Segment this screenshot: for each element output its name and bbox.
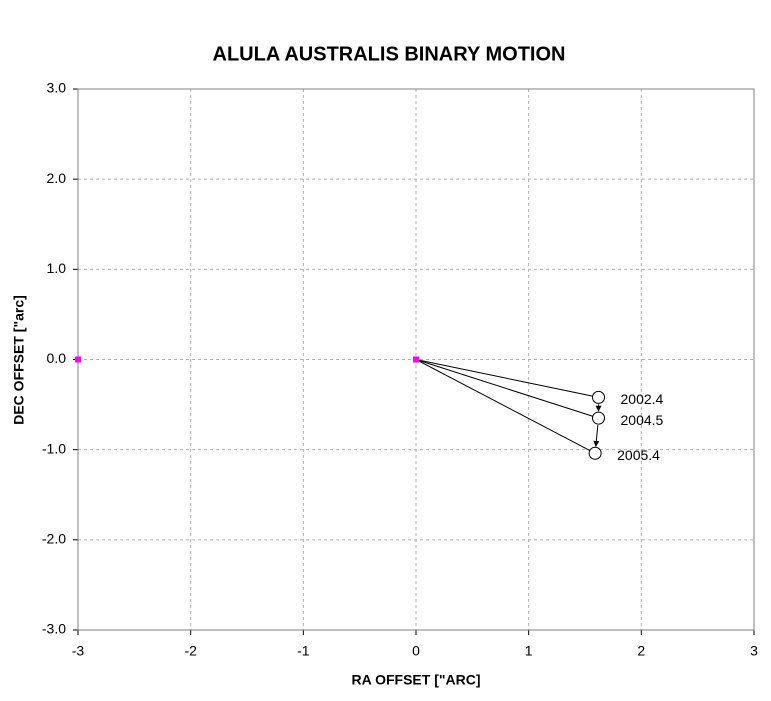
x-tick-label: -2	[184, 643, 197, 659]
y-tick-label: 1.0	[47, 260, 67, 276]
data-label: 2004.5	[621, 412, 664, 428]
data-label: 2002.4	[621, 391, 664, 407]
y-axis-label: DEC OFFSET ["arc]	[11, 295, 27, 425]
y-tick-label: -2.0	[42, 531, 66, 547]
x-axis-label: RA OFFSET ["ARC]	[352, 672, 481, 688]
x-tick-label: 2	[637, 643, 645, 659]
x-tick-label: 1	[525, 643, 533, 659]
y-tick-label: -3.0	[42, 621, 66, 637]
chart-title: ALULA AUSTRALIS BINARY MOTION	[213, 43, 566, 65]
x-tick-label: -3	[72, 643, 85, 659]
y-tick-label: 3.0	[47, 80, 67, 96]
separation-line	[415, 359, 599, 398]
y-tick-label: 0.0	[47, 350, 67, 366]
separation-line	[415, 359, 596, 454]
point	[592, 411, 606, 425]
x-tick-label: 0	[412, 643, 420, 659]
x-tick-label: 3	[750, 643, 758, 659]
x-tick-label: -1	[297, 643, 310, 659]
y-tick-label: 2.0	[47, 170, 67, 186]
point	[75, 356, 81, 363]
point	[592, 390, 606, 404]
point	[413, 356, 419, 363]
point	[588, 446, 602, 460]
y-tick-label: -1.0	[42, 440, 66, 456]
data-label: 2005.4	[617, 447, 660, 463]
separation-line	[415, 359, 599, 419]
motion-arrow	[593, 425, 600, 447]
